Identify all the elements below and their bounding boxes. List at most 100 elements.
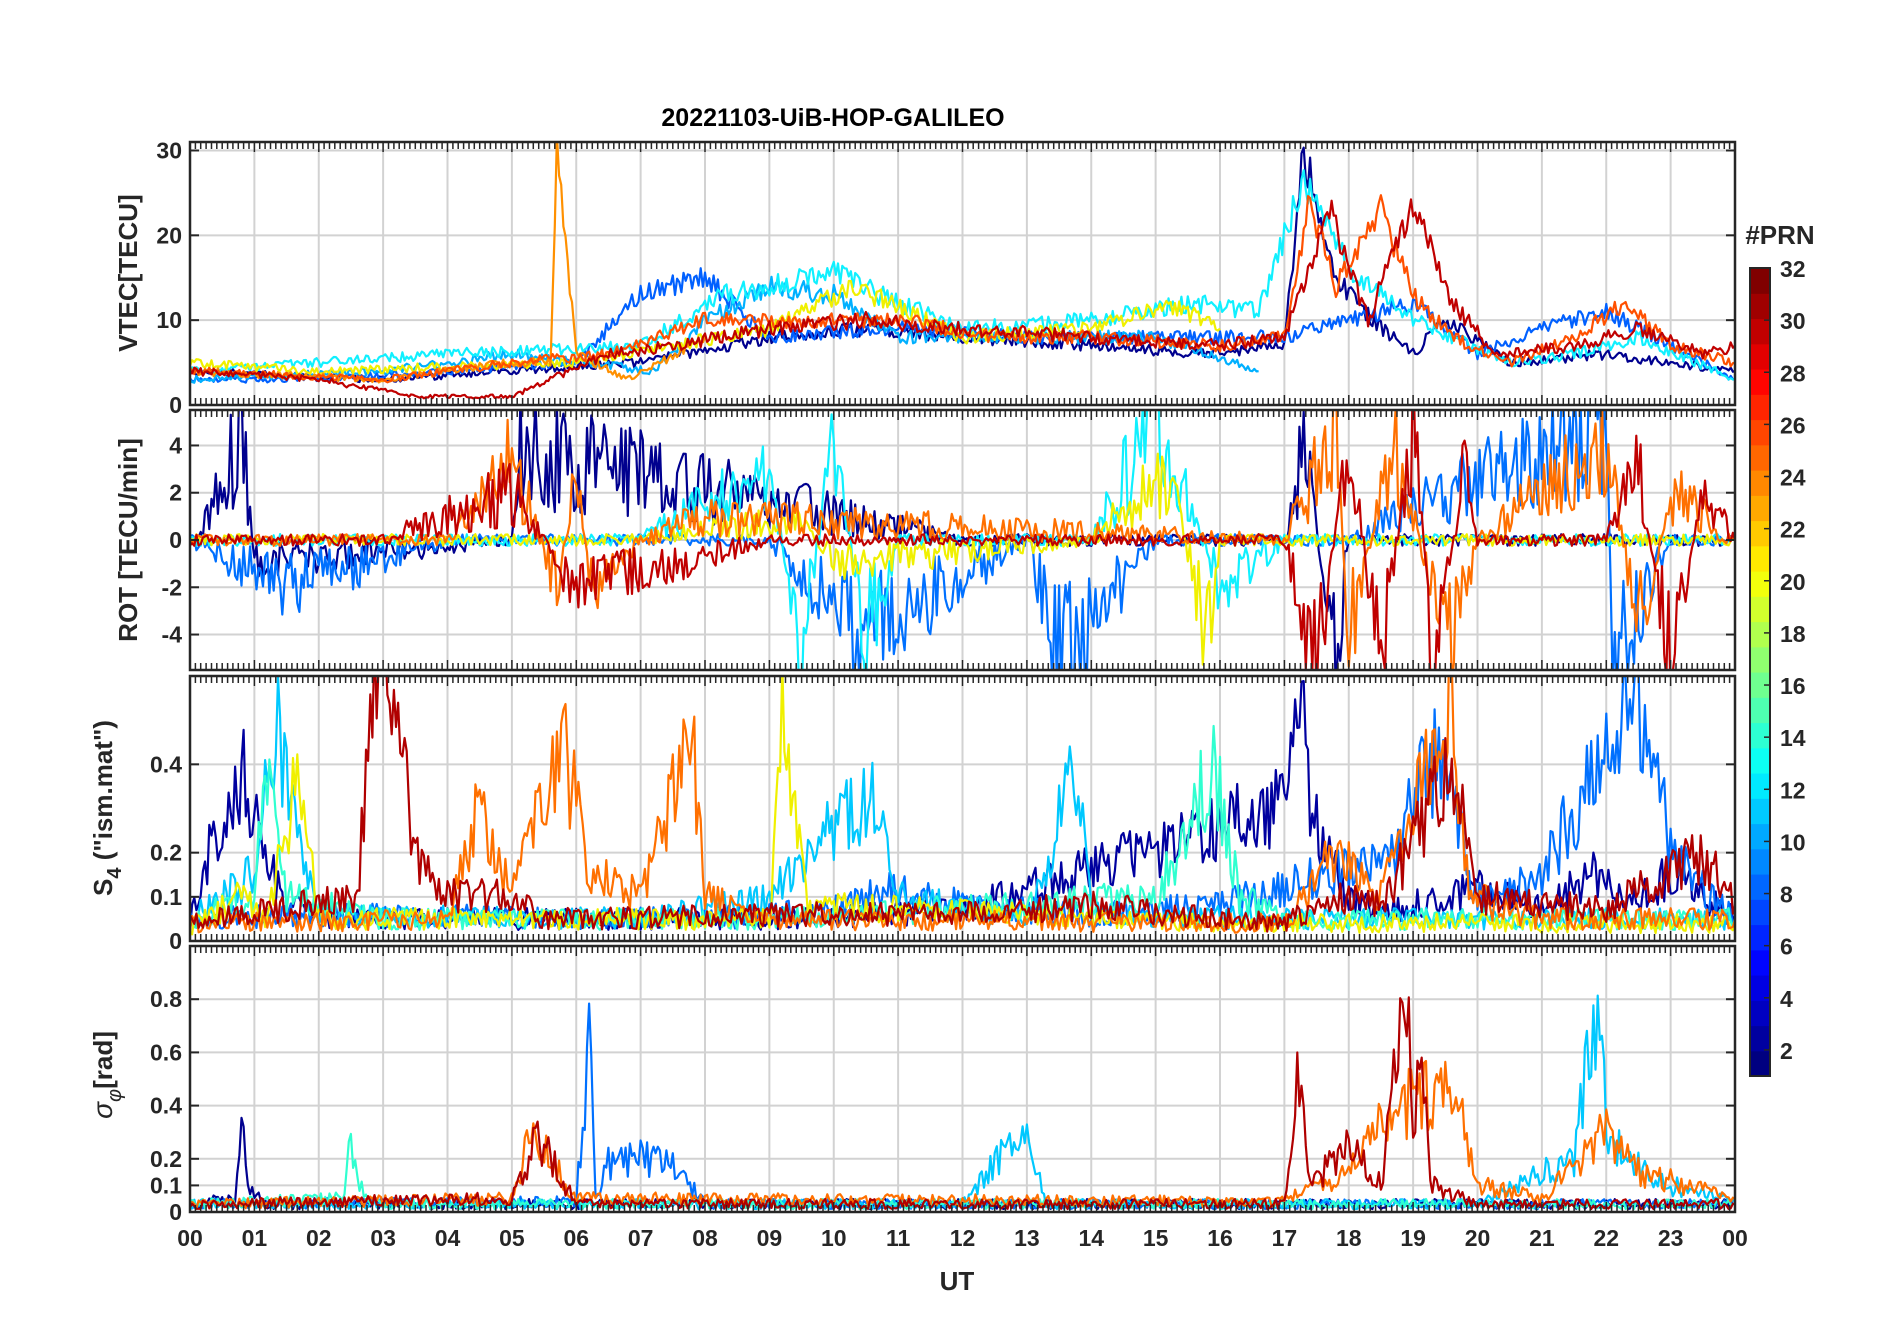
grid-sigma-phi (190, 946, 1735, 1212)
colorbar-segment (1750, 848, 1770, 875)
colorbar-segment (1750, 975, 1770, 1001)
panel-sigma-phi: 00.10.2 0.4 0.6 0.8 σφ[rad] 00 01 02 03 04 05 06 07 0… (87, 944, 1748, 1251)
y-tick-label: 0.4 (150, 1093, 182, 1119)
colorbar-segment (1750, 1050, 1770, 1077)
y-tick-label: 0.1 (150, 1172, 182, 1198)
y-tick-label: 0.2 (150, 840, 182, 866)
x-tick-label: 00 (177, 1225, 203, 1251)
x-minor-ticks-rot (189, 410, 1736, 670)
colorbar-segment (1750, 470, 1770, 496)
colorbar-tick-label: 24 (1780, 465, 1806, 491)
series-prn-30 (190, 676, 1735, 933)
colorbar-segment (1750, 268, 1770, 294)
colorbar-segment (1750, 621, 1770, 648)
colorbar-segment (1750, 874, 1770, 900)
colorbar-segment (1750, 571, 1770, 597)
colorbar-tick-label: 32 (1780, 256, 1806, 282)
series-prn-7 (190, 676, 1735, 930)
x-tick-label: 00 (1722, 1225, 1748, 1251)
series-prn-24 (190, 1059, 1735, 1210)
series-prn-20 (190, 676, 1735, 936)
x-tick-label: 09 (757, 1225, 783, 1251)
colorbar-segment (1750, 495, 1770, 522)
x-tick-label: 23 (1658, 1225, 1684, 1251)
x-minor-ticks-s4 (189, 676, 1736, 941)
colorbar-tick-label: 8 (1780, 882, 1793, 908)
colorbar-tick-label: 10 (1780, 829, 1806, 855)
series-group-vtec (190, 142, 1735, 400)
x-minor-ticks-sigma-phi (189, 946, 1736, 1212)
y-tick-label: 0.6 (150, 1039, 182, 1065)
x-tick-label: 21 (1529, 1225, 1555, 1251)
y-axis-label-rot: ROT [TECU/min] (113, 438, 143, 642)
colorbar-segment (1750, 444, 1770, 471)
colorbar-segment (1750, 293, 1770, 320)
panel-rot: -4 -2 0 2 4 ROT [TECU/min] (113, 408, 1737, 672)
series-prn-24 (190, 676, 1735, 934)
panel-s4: 0 0.1 0.2 0.4 S4 ("ism.mat") (88, 674, 1737, 954)
x-tick-label: 10 (821, 1225, 847, 1251)
colorbar-segment (1750, 773, 1770, 799)
colorbar-segment (1750, 545, 1770, 572)
colorbar-segment (1750, 899, 1770, 926)
series-prn-30 (190, 410, 1735, 670)
colorbar-tick-label: 6 (1780, 934, 1793, 960)
colorbar-segment (1750, 1025, 1770, 1052)
x-tick-label: 13 (1014, 1225, 1040, 1251)
colorbar-segment (1750, 747, 1770, 774)
colorbar-tick-label: 30 (1780, 308, 1806, 334)
colorbar-tick-label: 28 (1780, 360, 1806, 386)
tick-marks (189, 410, 1736, 670)
y-tick-label: 0 (169, 1199, 182, 1225)
x-tick-label: 08 (692, 1225, 718, 1251)
series-group-s4 (190, 676, 1735, 936)
colorbar-tick-label: 4 (1780, 986, 1793, 1012)
series-prn-25 (190, 194, 1735, 384)
x-axis-label: UT (940, 1266, 975, 1296)
x-tick-label: 11 (886, 1225, 911, 1251)
y-axis-label-sigma-phi: σφ[rad] (87, 1031, 126, 1119)
colorbar-title: #PRN (1745, 220, 1814, 250)
colorbar-segment (1750, 394, 1770, 421)
x-tick-label: 14 (1078, 1225, 1104, 1251)
colorbar-tick-label: 12 (1780, 777, 1806, 803)
colorbar-segment (1750, 419, 1770, 446)
y-tick-label: 30 (156, 137, 182, 163)
x-tick-label: 19 (1400, 1225, 1426, 1251)
panel-vtec: 0 10 20 30 VTEC[TECU] (113, 137, 1737, 418)
colorbar-tick-label: 22 (1780, 517, 1806, 543)
y-tick-label: 0.1 (150, 884, 182, 910)
colorbar-tick-label: 16 (1780, 673, 1806, 699)
y-tick-label: 20 (156, 222, 182, 248)
tick-marks (189, 946, 1736, 1212)
y-tick-label: 0.8 (150, 986, 182, 1012)
x-tick-label: 22 (1593, 1225, 1619, 1251)
x-tick-label: 16 (1207, 1225, 1233, 1251)
colorbar-tick-label: 2 (1780, 1038, 1793, 1064)
y-tick-label: 4 (169, 432, 182, 458)
tick-marks (189, 142, 1736, 405)
colorbar-tick-label: 18 (1780, 621, 1806, 647)
y-tick-label: 10 (156, 307, 182, 333)
x-tick-label: 02 (306, 1225, 332, 1251)
colorbar-frame (1749, 267, 1771, 1077)
y-tick-label: -4 (162, 622, 183, 648)
colorbar-segment (1750, 823, 1770, 850)
y-tick-label: 0 (169, 928, 182, 954)
x-tick-label: 12 (950, 1225, 976, 1251)
y-tick-label: 0 (169, 392, 182, 418)
x-tick-label: 06 (563, 1225, 589, 1251)
colorbar-segment (1750, 1000, 1770, 1027)
x-tick-label: 01 (242, 1225, 268, 1251)
x-tick-label: 18 (1336, 1225, 1362, 1251)
x-tick-label: 15 (1143, 1225, 1169, 1251)
y-axis-label-vtec: VTEC[TECU] (113, 194, 143, 351)
y-tick-label: -2 (162, 574, 182, 600)
x-tick-label: 20 (1465, 1225, 1491, 1251)
colorbar-segment (1750, 343, 1770, 370)
series-prn-14 (190, 724, 1735, 932)
figure-title: 20221103-UiB-HOP-GALILEO (661, 104, 1004, 132)
colorbar-tick-label: 14 (1780, 725, 1806, 751)
